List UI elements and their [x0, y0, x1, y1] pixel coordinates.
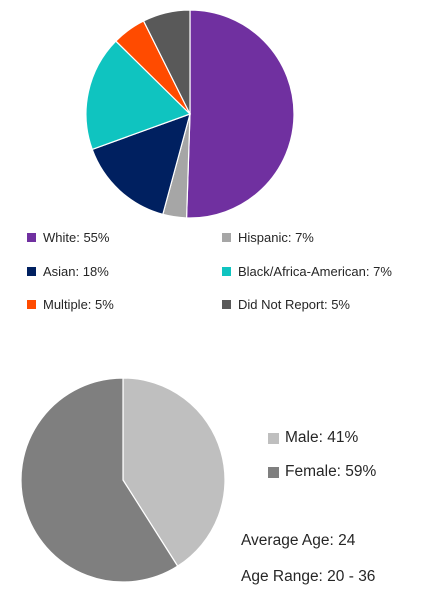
legend-item-hispanic: Hispanic: 7% — [222, 230, 314, 245]
legend-item-did-not-report: Did Not Report: 5% — [222, 297, 350, 312]
legend-swatch-male — [268, 432, 279, 444]
legend-label-male: Male: 41% — [285, 429, 359, 446]
age-range-text: Age Range: 20 - 36 — [241, 568, 376, 585]
legend-label-black: Black/Africa-American: 7% — [238, 264, 392, 279]
ethnicity-pie-slice-3 — [85, 40, 192, 151]
legend-swatch-did-not-report — [222, 300, 231, 309]
legend-label-multiple: Multiple: 5% — [43, 297, 114, 312]
ethnicity-pie-slice-5 — [142, 9, 191, 115]
ethnicity-pie-chart — [85, 9, 295, 219]
legend-item-female: Female: 59% — [268, 463, 376, 481]
legend-item-multiple: Multiple: 5% — [27, 297, 114, 312]
legend-item-male: Male: 41% — [268, 429, 358, 447]
legend-swatch-female — [268, 466, 279, 478]
legend-swatch-hispanic — [222, 233, 231, 242]
legend-label-hispanic: Hispanic: 7% — [238, 230, 314, 245]
legend-label-female: Female: 59% — [285, 463, 377, 480]
legend-item-black: Black/Africa-American: 7% — [222, 264, 392, 279]
gender-pie-chart — [20, 377, 226, 583]
legend-label-did-not-report: Did Not Report: 5% — [238, 297, 350, 312]
legend-label-asian: Asian: 18% — [43, 264, 109, 279]
legend-item-white: White: 55% — [27, 230, 109, 245]
average-age-text: Average Age: 24 — [241, 532, 356, 549]
gender-pie-slice-1 — [20, 377, 179, 583]
ethnicity-pie-slice-0 — [185, 9, 295, 219]
gender-legend: Male: 41% Female: 59% — [268, 425, 418, 495]
legend-label-white: White: 55% — [43, 230, 110, 245]
legend-swatch-asian — [27, 267, 36, 276]
legend-swatch-white — [27, 233, 36, 242]
legend-swatch-black — [222, 267, 231, 276]
ethnicity-pie-slice-2 — [91, 113, 191, 216]
ethnicity-legend: White: 55% Hispanic: 7% Asian: 18% Black… — [0, 222, 421, 322]
legend-item-asian: Asian: 18% — [27, 264, 109, 279]
legend-swatch-multiple — [27, 300, 36, 309]
